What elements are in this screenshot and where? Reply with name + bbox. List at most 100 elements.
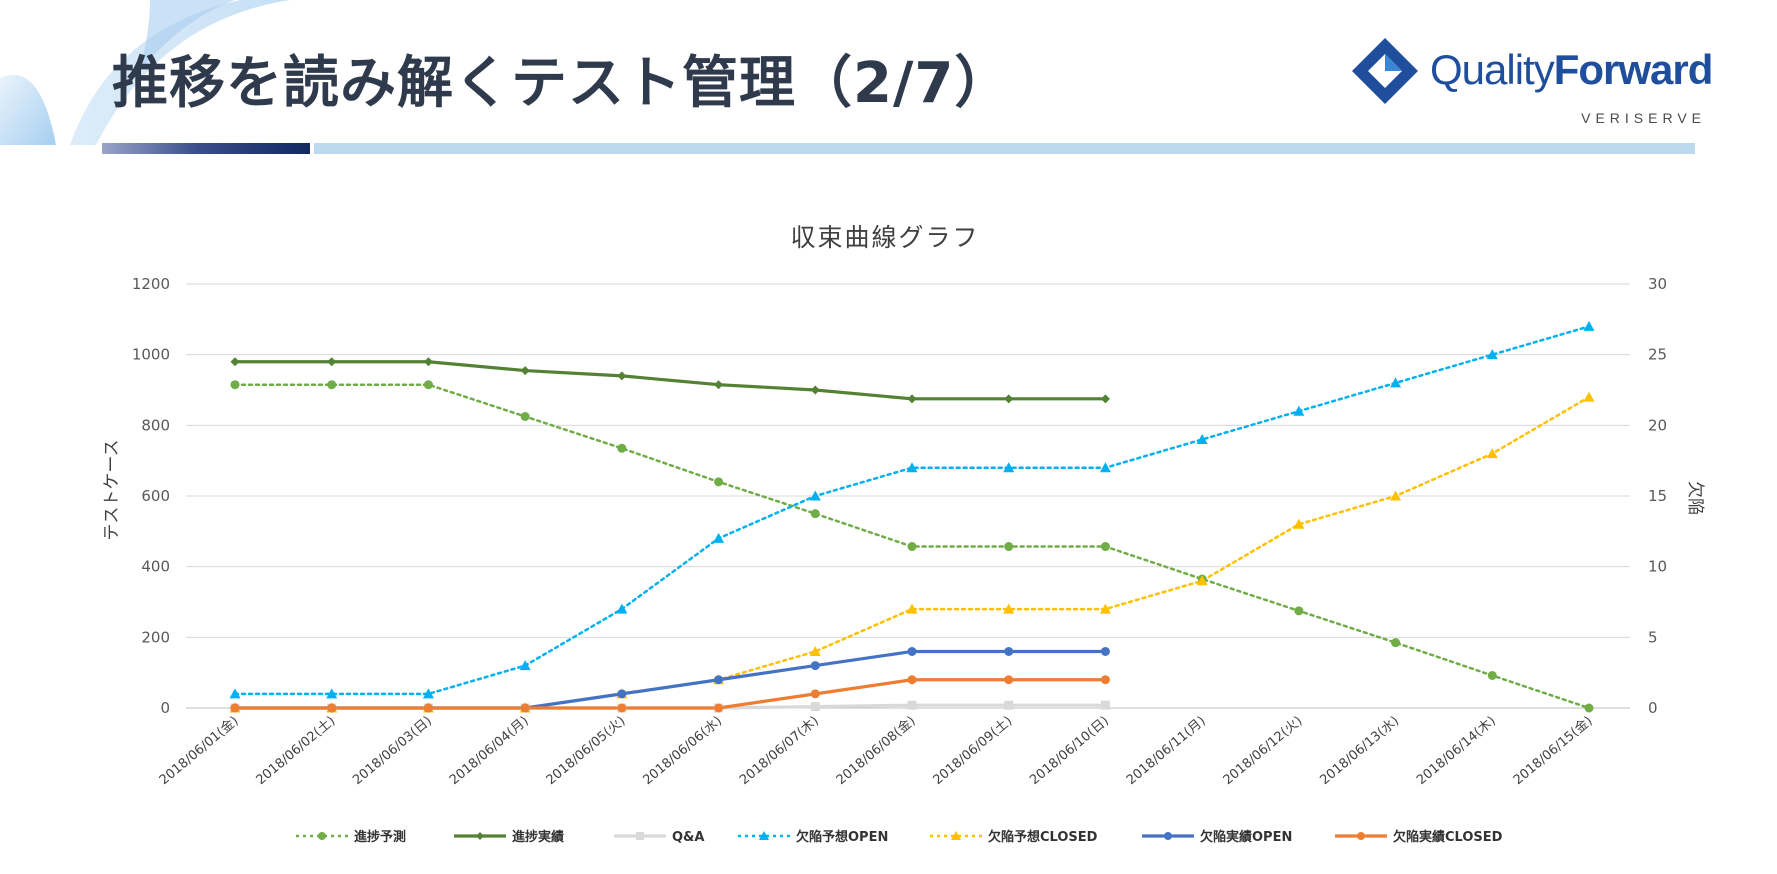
data-point-3	[1486, 349, 1498, 360]
x-tick-label: 2018/06/05(火)	[544, 714, 629, 789]
x-tick-label: 2018/06/02(土)	[254, 714, 339, 789]
series-line-3	[233, 325, 1591, 696]
data-point-1	[230, 357, 240, 367]
data-point-5	[1004, 646, 1014, 656]
data-point-3	[616, 603, 628, 614]
y-tick-label: 1200	[132, 275, 170, 293]
x-tick-label: 2018/06/01(金)	[156, 713, 241, 788]
y2-tick-label: 10	[1648, 558, 1667, 576]
data-point-0	[423, 380, 433, 390]
legend-label: Q&A	[672, 830, 704, 845]
data-point-0	[1487, 670, 1497, 680]
y2-tick-label: 25	[1648, 346, 1667, 364]
logo-word-forward: Forward	[1553, 46, 1714, 93]
data-point-5	[907, 646, 917, 656]
x-tick-label: 2018/06/06(水)	[640, 714, 725, 789]
data-point-3	[229, 688, 241, 699]
y2-tick-label: 30	[1648, 275, 1667, 293]
legend-label: 欠陥予想CLOSED	[988, 829, 1098, 845]
series-line-1	[233, 360, 1108, 401]
data-point-1	[327, 357, 337, 367]
legend-marker	[476, 832, 484, 840]
data-point-4	[1099, 603, 1111, 614]
data-point-4	[809, 645, 821, 656]
data-point-3	[326, 688, 338, 699]
grid-layer	[186, 283, 1630, 709]
data-point-0	[1004, 542, 1014, 552]
x-tick-label: 2018/06/15(金)	[1510, 713, 1595, 788]
header-divider-bar	[314, 143, 1695, 154]
data-point-0	[714, 477, 724, 487]
legend-marker	[1357, 832, 1365, 840]
legend-label: 欠陥実績OPEN	[1200, 829, 1292, 845]
x-tick-label: 2018/06/10(日)	[1027, 714, 1112, 789]
x-tick-label: 2018/06/09(土)	[931, 714, 1016, 789]
data-point-4	[1003, 603, 1015, 614]
data-point-6	[423, 703, 433, 713]
legend-label: 進捗実績	[512, 829, 564, 845]
x-tick-label: 2018/06/04(月)	[447, 714, 532, 789]
page-title: 推移を読み解くテスト管理（2/7）	[112, 51, 1012, 116]
data-point-1	[423, 357, 433, 367]
legend-label: 進捗予測	[354, 829, 406, 845]
logo-subtitle: VERISERVE	[1581, 110, 1706, 126]
corner-swoosh-decoration	[0, 0, 290, 145]
chart-legend: 進捗予測 進捗実績 Q&A 欠陥予想OPEN 欠陥予想CLOSED 欠陥実績OPEN 欠陥実…	[296, 829, 1503, 845]
legend-marker	[1164, 832, 1172, 840]
x-tick-label: 2018/06/11(月)	[1124, 714, 1209, 789]
data-point-3	[809, 490, 821, 501]
data-point-2	[1004, 700, 1014, 710]
data-point-3	[1003, 462, 1015, 473]
data-point-6	[617, 703, 627, 713]
company-logo: QualityForward VERISERVE	[1350, 36, 1714, 131]
data-point-2	[1100, 700, 1110, 710]
y2-tick-label: 5	[1648, 628, 1658, 646]
data-point-6	[520, 703, 530, 713]
data-point-0	[1294, 606, 1304, 616]
data-point-6	[810, 689, 820, 699]
x-tick-label: 2018/06/12(火)	[1221, 714, 1306, 789]
data-point-0	[1391, 638, 1401, 648]
legend-marker	[759, 831, 769, 840]
data-point-6	[327, 703, 337, 713]
x-tick-label: 2018/06/08(金)	[833, 713, 918, 788]
data-point-0	[810, 509, 820, 519]
y2-tick-label: 0	[1648, 699, 1658, 717]
marker-layer	[229, 320, 1595, 713]
y2-axis-label: 欠陥	[1685, 481, 1705, 515]
y-tick-label: 400	[141, 558, 170, 576]
x-tick-label: 2018/06/14(木)	[1414, 714, 1499, 789]
data-point-6	[907, 675, 917, 685]
data-point-0	[617, 443, 627, 453]
x-tick-label: 2018/06/03(日)	[350, 714, 435, 789]
logo-wordmark: QualityForward	[1430, 46, 1714, 94]
series-line-4	[233, 395, 1591, 710]
data-point-3	[1293, 405, 1305, 416]
data-point-3	[1099, 462, 1111, 473]
data-point-4	[1196, 575, 1208, 586]
data-point-1	[714, 380, 724, 390]
data-point-1	[907, 394, 917, 404]
y-tick-label: 800	[141, 416, 170, 434]
legend-marker	[318, 832, 326, 840]
series-line-6	[233, 678, 1108, 710]
chart-title: 収束曲線グラフ	[790, 223, 979, 252]
data-point-5	[1100, 646, 1110, 656]
data-point-4	[906, 603, 918, 614]
legend-marker	[636, 832, 644, 840]
y-tick-label: 1000	[132, 346, 170, 364]
data-point-3	[1583, 320, 1595, 331]
legend-label: 欠陥予想OPEN	[796, 829, 888, 845]
data-point-3	[519, 660, 531, 671]
data-point-2	[810, 702, 820, 712]
data-point-3	[906, 462, 918, 473]
data-point-4	[1390, 490, 1402, 501]
y-tick-label: 0	[160, 699, 170, 717]
data-point-1	[810, 385, 820, 395]
data-point-0	[1584, 703, 1594, 713]
data-point-0	[1100, 542, 1110, 552]
data-point-4	[1486, 448, 1498, 459]
diamond-logo-icon	[1352, 38, 1418, 104]
header-accent-bar	[102, 143, 310, 154]
